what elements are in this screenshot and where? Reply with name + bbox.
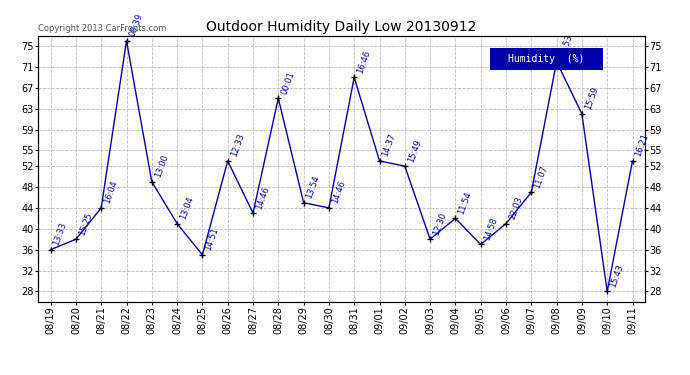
Text: 14:46: 14:46 — [331, 180, 347, 205]
Text: Copyright 2013 CarFronts.com: Copyright 2013 CarFronts.com — [38, 24, 166, 33]
Text: 13:54: 13:54 — [305, 174, 322, 200]
Text: 08:39: 08:39 — [128, 12, 144, 38]
Text: 16:21: 16:21 — [634, 133, 651, 158]
Text: 13:04: 13:04 — [179, 195, 195, 221]
Text: 13:00: 13:00 — [153, 153, 170, 179]
Text: 12:33: 12:33 — [229, 132, 246, 158]
Text: 16:04: 16:04 — [103, 180, 119, 205]
Text: 15:25: 15:25 — [77, 211, 94, 237]
Title: Outdoor Humidity Daily Low 20130912: Outdoor Humidity Daily Low 20130912 — [206, 21, 477, 34]
Text: 13:33: 13:33 — [52, 221, 69, 247]
Text: 14:37: 14:37 — [381, 132, 397, 158]
Text: 22:03: 22:03 — [507, 195, 524, 221]
Text: 14:51: 14:51 — [204, 227, 220, 252]
Text: 15:43: 15:43 — [609, 263, 625, 289]
Text: 11:54: 11:54 — [457, 190, 473, 216]
Text: 00:01: 00:01 — [279, 70, 296, 96]
Text: 15:59: 15:59 — [583, 86, 600, 111]
Text: 16:53: 16:53 — [558, 33, 575, 59]
Text: 14:46: 14:46 — [255, 185, 271, 210]
Text: 11:07: 11:07 — [533, 164, 549, 189]
Text: 16:46: 16:46 — [355, 49, 372, 75]
Text: 15:49: 15:49 — [406, 138, 423, 164]
Text: 12:30: 12:30 — [431, 211, 448, 237]
Text: 14:58: 14:58 — [482, 216, 499, 242]
